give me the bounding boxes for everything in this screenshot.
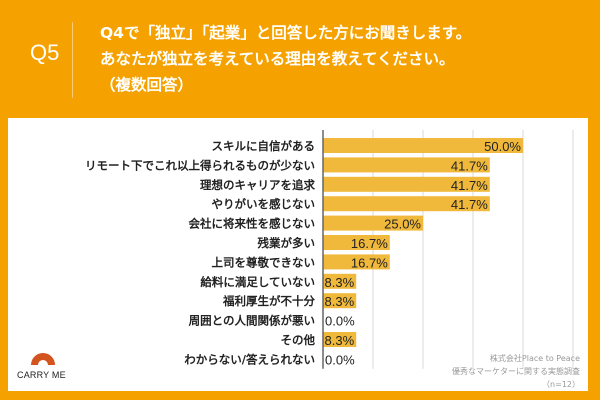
question-line: あなたが独立を考えている理由を教えてください。 bbox=[100, 50, 455, 68]
bar bbox=[323, 332, 357, 347]
category-label: リモート下でこれ以上得られるものが少ない bbox=[85, 158, 315, 172]
category-label: 会社に将来性を感じない bbox=[188, 217, 316, 231]
value-labels: 50.0% 41.7% 41.7% 41.7% 25.0% 16.7% 16.7% 8.3% 8… bbox=[325, 139, 522, 367]
category-label: 福利厚生が不十分 bbox=[222, 294, 315, 308]
bar bbox=[323, 157, 490, 173]
bar bbox=[323, 215, 423, 231]
category-label: 残業が多い bbox=[258, 236, 316, 250]
value-label: 8.3% bbox=[325, 333, 355, 348]
value-label: 0.0% bbox=[325, 314, 355, 329]
value-label: 16.7% bbox=[351, 255, 388, 270]
bar bbox=[323, 235, 390, 250]
source-line: （n=12） bbox=[542, 380, 580, 389]
category-label: その他 bbox=[281, 333, 316, 347]
question-text: Q4で「独立」「起業」と回答した方にお聞きします。 あなたが独立を考えている理由… bbox=[100, 20, 471, 98]
source-note: 株式会社Place to Peace 優秀なマーケターに関する実態調査 （n=1… bbox=[452, 352, 580, 391]
bar bbox=[323, 196, 490, 212]
chart-panel bbox=[8, 118, 588, 391]
question-line: Q4で「独立」「起業」と回答した方にお聞きします。 bbox=[100, 24, 472, 42]
value-label: 41.7% bbox=[451, 158, 488, 173]
question-number: Q5 bbox=[30, 40, 60, 65]
bars bbox=[323, 138, 523, 347]
bar bbox=[323, 176, 490, 192]
category-label: やりがいを感じない bbox=[212, 197, 316, 211]
value-label: 8.3% bbox=[325, 294, 355, 309]
source-line: 株式会社Place to Peace bbox=[489, 354, 580, 363]
value-label: 41.7% bbox=[451, 197, 488, 212]
value-label: 8.3% bbox=[325, 275, 355, 290]
bar bbox=[323, 254, 390, 270]
question-line: （複数回答） bbox=[100, 76, 194, 94]
logo-text: CARRY ME bbox=[17, 370, 66, 380]
value-label: 16.7% bbox=[351, 236, 388, 251]
value-label: 0.0% bbox=[325, 352, 355, 367]
category-labels: スキルに自信があるリモート下でこれ以上得られるものが少ない理想のキャリアを追求や… bbox=[85, 139, 315, 366]
value-label: 41.7% bbox=[451, 178, 488, 193]
bar bbox=[323, 273, 357, 289]
category-label: 理想のキャリアを追求 bbox=[200, 178, 315, 192]
category-label: 上司を尊敬できない bbox=[212, 255, 316, 269]
value-label: 50.0% bbox=[484, 139, 521, 154]
bar bbox=[323, 293, 357, 309]
category-label: 給料に満足していない bbox=[200, 275, 315, 289]
value-label: 25.0% bbox=[384, 217, 421, 232]
category-label: 周囲との人間関係が悪い bbox=[189, 314, 315, 328]
source-line: 優秀なマーケターに関する実態調査 bbox=[452, 367, 580, 376]
question-header: Q5 Q4で「独立」「起業」と回答した方にお聞きします。 あなたが独立を考えてい… bbox=[0, 0, 600, 116]
category-label: わからない/答えられない bbox=[184, 352, 315, 366]
header-divider bbox=[72, 22, 73, 98]
category-label: スキルに自信がある bbox=[212, 139, 316, 153]
bar bbox=[323, 138, 523, 153]
